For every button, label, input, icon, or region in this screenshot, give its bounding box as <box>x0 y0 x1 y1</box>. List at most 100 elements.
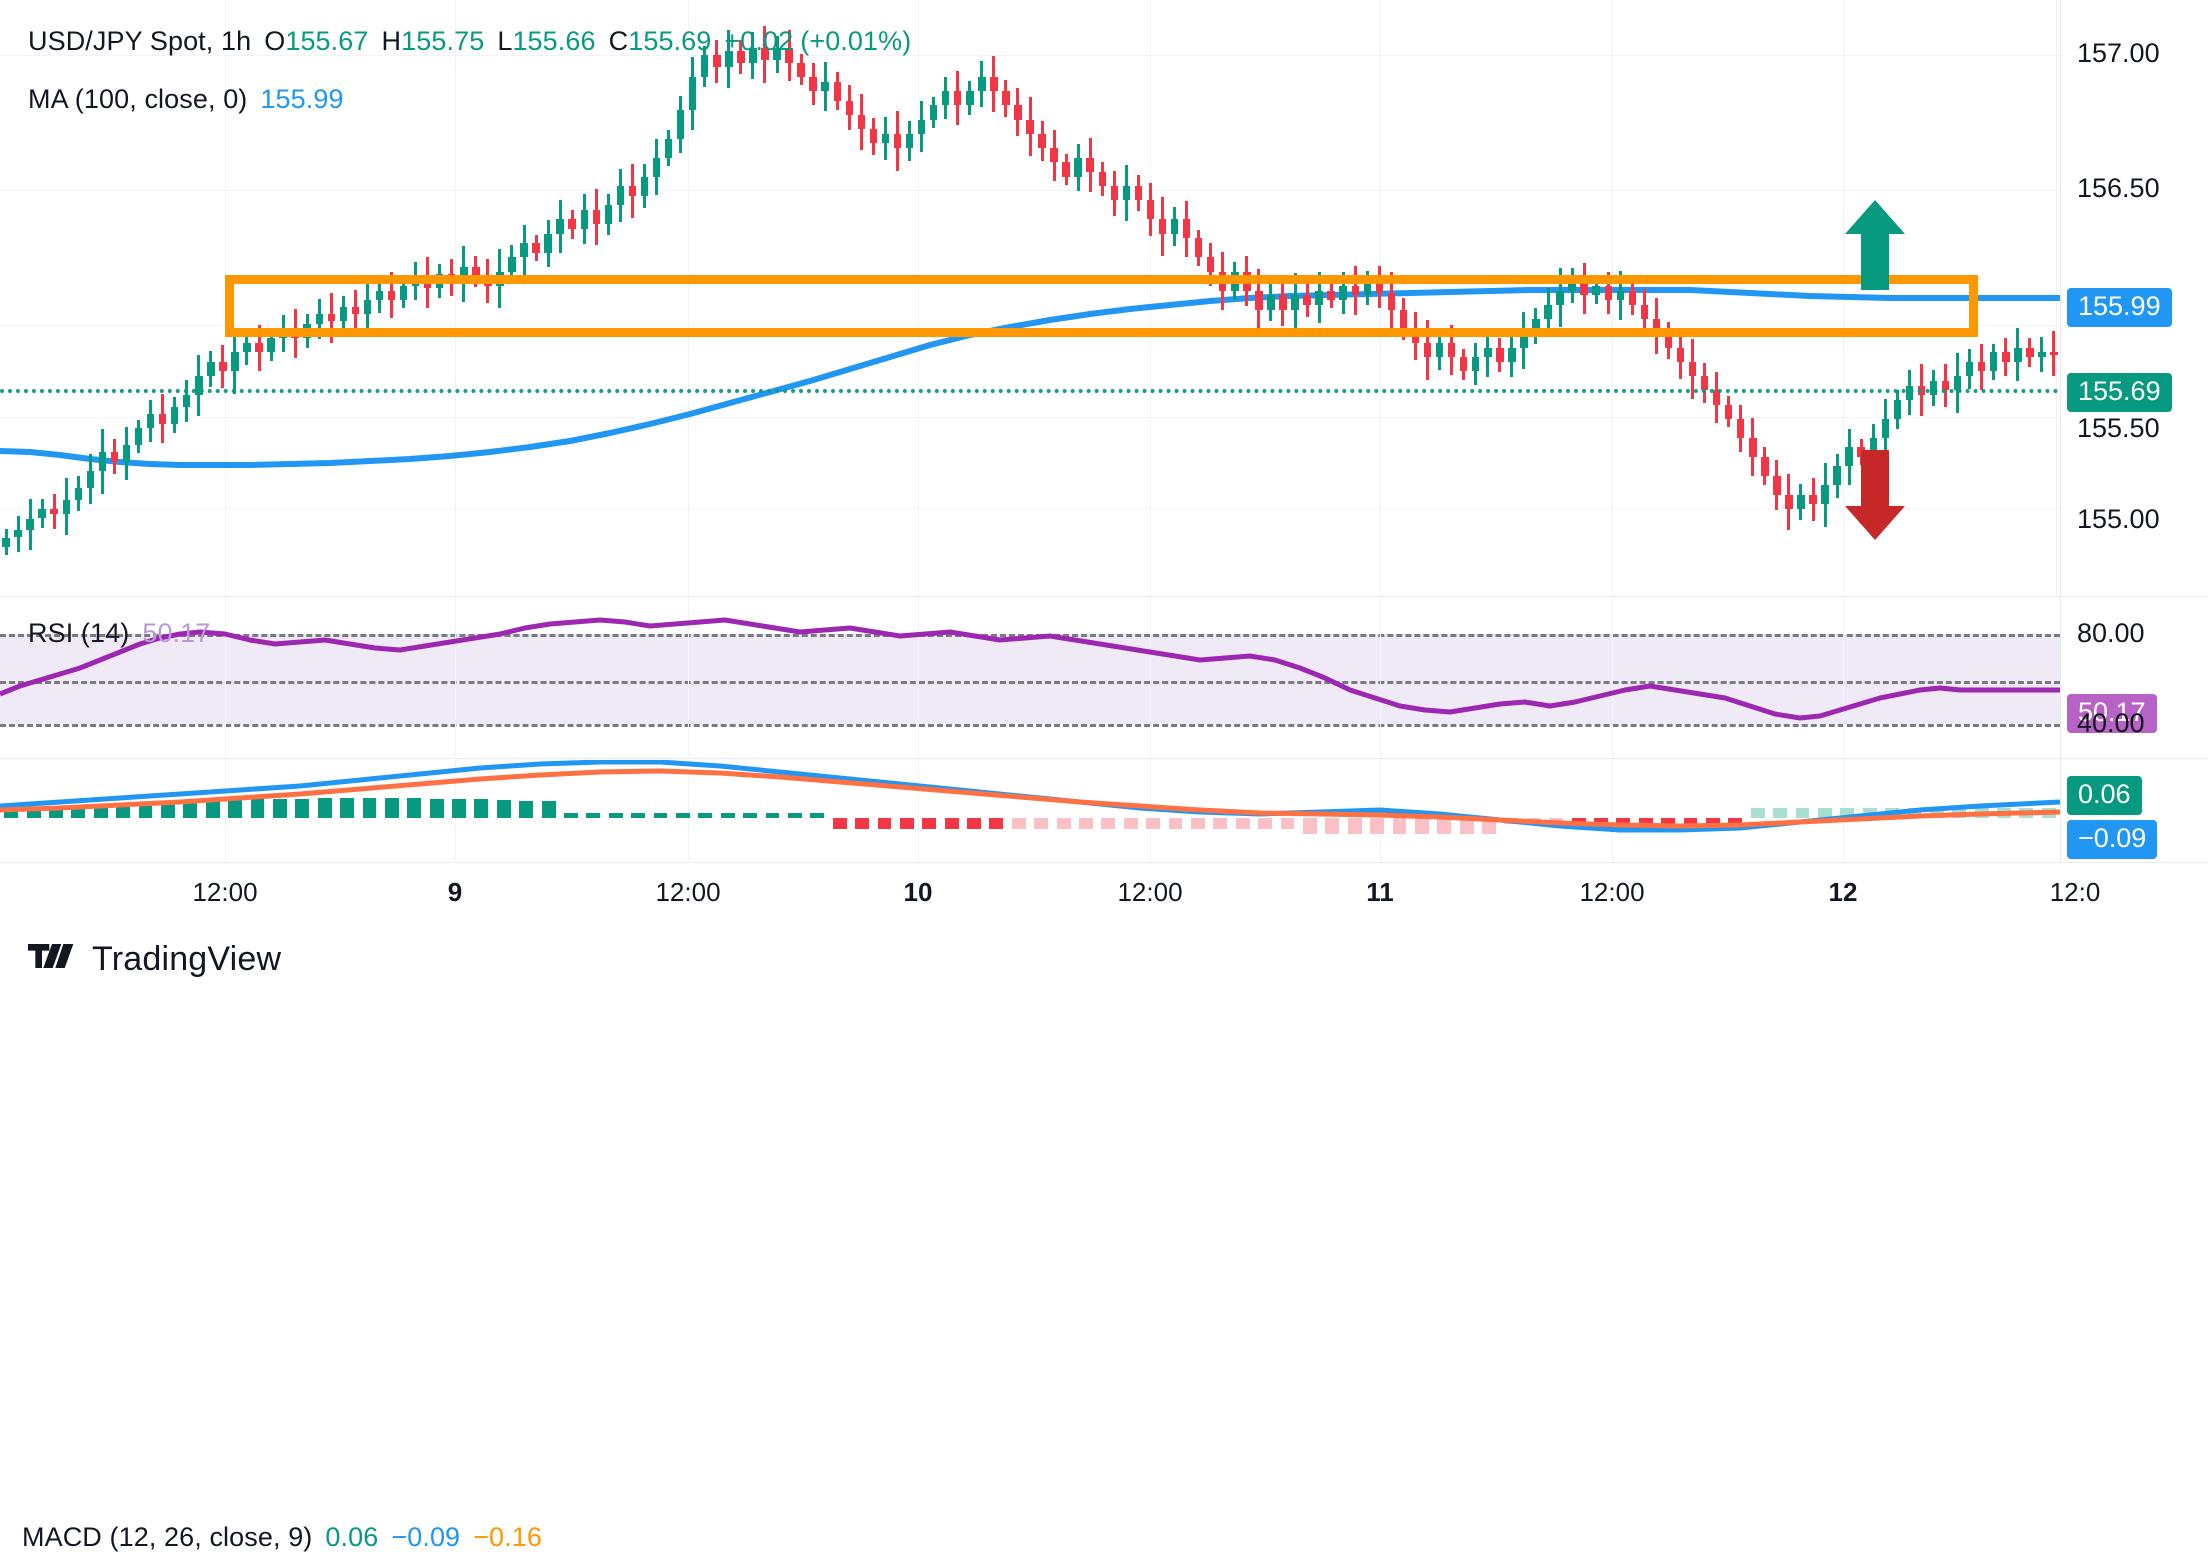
candle-body[interactable] <box>797 62 805 77</box>
candle-body[interactable] <box>905 133 914 149</box>
candle-body[interactable] <box>1797 494 1805 509</box>
candle-body[interactable] <box>1339 285 1347 301</box>
candle-body[interactable] <box>134 428 143 445</box>
candle-body[interactable] <box>207 361 215 377</box>
candle-body[interactable] <box>1809 494 1817 505</box>
candle-body[interactable] <box>676 110 685 139</box>
bull-arrow-icon[interactable] <box>1845 200 1905 290</box>
bear-arrow-icon[interactable] <box>1845 450 1905 540</box>
candle-body[interactable] <box>1496 347 1504 362</box>
candle-body[interactable] <box>1592 285 1600 296</box>
candle-body[interactable] <box>1869 437 1877 457</box>
candle-body[interactable] <box>785 48 793 63</box>
candle-body[interactable] <box>375 290 384 301</box>
candle-body[interactable] <box>1291 295 1299 310</box>
candle-body[interactable] <box>568 219 576 229</box>
candle-body[interactable] <box>544 233 552 253</box>
time-axis[interactable]: 12:00 9 12:00 10 12:00 11 12:00 12 12:0 <box>0 862 2208 925</box>
candle-body[interactable] <box>472 266 480 277</box>
candle-body[interactable] <box>1749 437 1757 457</box>
candle-body[interactable] <box>1628 290 1637 305</box>
candle-body[interactable] <box>1737 418 1745 438</box>
candle-body[interactable] <box>86 471 95 488</box>
candle-body[interactable] <box>1279 295 1287 310</box>
candle-body[interactable] <box>1761 456 1769 476</box>
candle-body[interactable] <box>1267 295 1275 310</box>
candle-body[interactable] <box>1134 186 1143 201</box>
candle-body[interactable] <box>809 76 817 92</box>
candle-body[interactable] <box>1146 200 1155 220</box>
candle-body[interactable] <box>182 395 191 407</box>
candle-body[interactable] <box>1002 91 1010 106</box>
candle-body[interactable] <box>1724 404 1733 419</box>
candle-body[interactable] <box>1977 361 1986 372</box>
candle-body[interactable] <box>1122 186 1131 201</box>
candle-body[interactable] <box>26 518 34 531</box>
candle-body[interactable] <box>98 452 107 471</box>
supply-zone-rectangle[interactable] <box>225 275 1978 337</box>
candle-body[interactable] <box>929 105 938 120</box>
candle-body[interactable] <box>1182 219 1191 239</box>
candle-body[interactable] <box>990 76 998 92</box>
candle-body[interactable] <box>158 414 167 424</box>
candle-body[interactable] <box>688 76 697 111</box>
macd-signal-badge[interactable]: −0.09 <box>2067 820 2158 859</box>
candle-body[interactable] <box>1616 290 1625 301</box>
candle-body[interactable] <box>1435 342 1444 358</box>
candle-body[interactable] <box>1484 347 1492 358</box>
candle-body[interactable] <box>1520 333 1528 348</box>
candle-body[interactable] <box>2050 352 2058 356</box>
price-axis[interactable]: 157.00 156.50 155.99 155.69 155.50 155.0… <box>2060 0 2208 862</box>
rsi-pane[interactable]: RSI (14) 50.17 <box>0 598 2060 758</box>
candle-body[interactable] <box>327 314 336 322</box>
tradingview-logo[interactable]: TradingView <box>28 940 281 979</box>
candle-body[interactable] <box>219 361 227 372</box>
candle-body[interactable] <box>122 444 131 462</box>
candle-body[interactable] <box>1255 290 1263 310</box>
candle-body[interactable] <box>1110 186 1119 201</box>
candle-body[interactable] <box>592 209 601 225</box>
candle-body[interactable] <box>737 50 745 63</box>
candle-body[interactable] <box>1941 380 1950 391</box>
candle-body[interactable] <box>652 157 661 177</box>
candle-body[interactable] <box>1652 319 1661 334</box>
candle-body[interactable] <box>1471 357 1480 372</box>
candle-body[interactable] <box>1038 133 1046 149</box>
candle-body[interactable] <box>339 307 348 322</box>
candle-body[interactable] <box>556 219 564 234</box>
ma-legend[interactable]: MA (100, close, 0) 155.99 <box>28 84 344 115</box>
candle-body[interactable] <box>1833 466 1841 486</box>
candle-body[interactable] <box>1206 257 1215 272</box>
candle-body[interactable] <box>363 300 372 315</box>
candle-body[interactable] <box>14 530 22 538</box>
candle-body[interactable] <box>1965 361 1974 377</box>
candle-body[interactable] <box>508 257 516 272</box>
candle-body[interactable] <box>1170 219 1179 234</box>
candle-body[interactable] <box>1773 475 1781 495</box>
candle-body[interactable] <box>1062 162 1070 177</box>
macd-pane[interactable]: MACD (12, 26, close, 9) 0.06 −0.09 −0.16 <box>0 760 2060 1552</box>
candle-body[interactable] <box>399 285 408 301</box>
candle-body[interactable] <box>773 48 781 61</box>
candle-body[interactable] <box>1893 399 1902 419</box>
candle-body[interactable] <box>1640 304 1649 320</box>
candle-body[interactable] <box>1447 342 1456 358</box>
candle-body[interactable] <box>966 91 974 106</box>
candle-body[interactable] <box>1387 292 1396 310</box>
candle-body[interactable] <box>1351 285 1359 296</box>
candle-body[interactable] <box>725 50 733 68</box>
candle-body[interactable] <box>1556 290 1564 305</box>
candle-body[interactable] <box>351 307 360 315</box>
candle-body[interactable] <box>953 91 962 106</box>
candle-body[interactable] <box>713 55 721 68</box>
candle-body[interactable] <box>1315 290 1323 305</box>
candle-body[interactable] <box>941 91 950 106</box>
candle-body[interactable] <box>1785 494 1793 509</box>
candle-body[interactable] <box>616 186 625 206</box>
ma-price-badge[interactable]: 155.99 <box>2067 288 2172 327</box>
candle-body[interactable] <box>1050 148 1058 163</box>
candle-body[interactable] <box>2026 347 2034 358</box>
candle-body[interactable] <box>845 100 854 115</box>
candle-body[interactable] <box>580 209 588 229</box>
candle-body[interactable] <box>833 81 841 101</box>
